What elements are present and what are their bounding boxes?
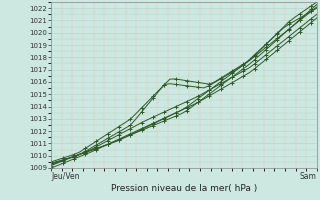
X-axis label: Pression niveau de la mer( hPa ): Pression niveau de la mer( hPa ): [111, 184, 257, 193]
